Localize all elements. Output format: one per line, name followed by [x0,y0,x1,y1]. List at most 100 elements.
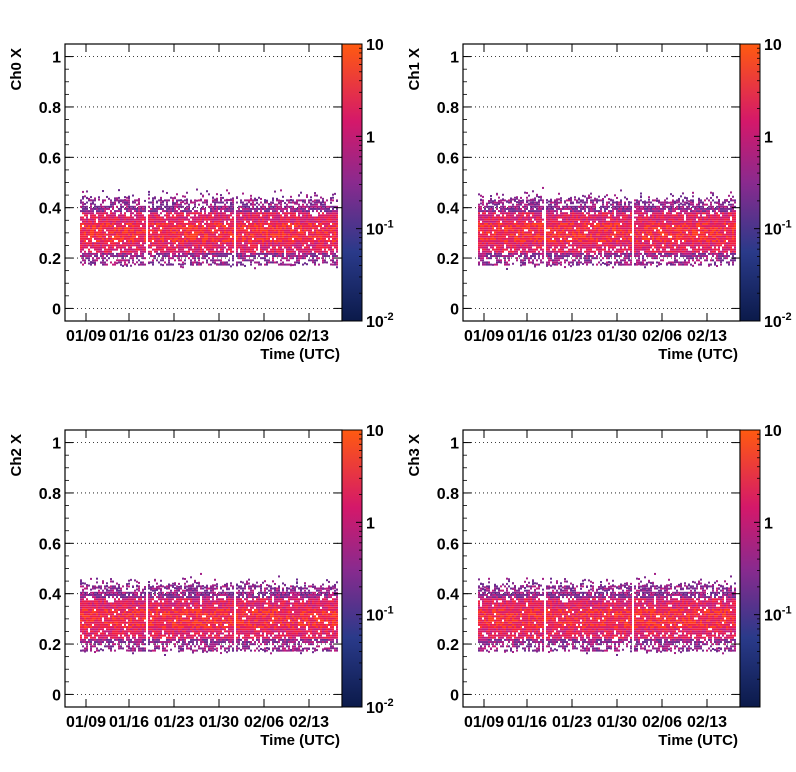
heatmap-cell [276,222,278,225]
heatmap-cell [274,244,276,247]
heatmap-cell [534,242,536,245]
heatmap-cell [492,220,494,223]
heatmap-cell [336,231,338,234]
heatmap-cell [498,201,500,204]
heatmap-cell [98,240,100,243]
heatmap-cell [516,222,518,225]
heatmap-cell [504,216,506,219]
heatmap-cell [482,259,484,262]
heatmap-cell [540,242,542,245]
heatmap-cell [194,252,196,255]
heatmap-cell [502,193,504,196]
heatmap-cell [232,220,234,223]
heatmap-cell [288,242,290,245]
heatmap-cell [548,248,550,251]
heatmap-cell [554,252,556,255]
heatmap-cell [252,205,254,208]
heatmap-cell [524,203,526,206]
heatmap-cell [212,196,214,199]
heatmap-cell [532,262,534,265]
heatmap-cell [222,255,224,258]
heatmap-cell [332,261,334,264]
heatmap-cell [514,242,516,245]
heatmap-cell [84,252,86,255]
heatmap-cell [304,207,306,210]
heatmap-cell [530,244,532,247]
heatmap-cell [214,212,216,215]
heatmap-cell [100,240,102,243]
heatmap-cell [492,210,494,213]
heatmap-cell [84,195,86,198]
heatmap-cell [482,250,484,253]
heatmap-cell [160,250,162,253]
heatmap-cell [486,252,488,255]
heatmap-cell [306,216,308,219]
heatmap-cell [166,210,168,213]
heatmap-cell [552,242,554,245]
heatmap-cell [102,261,104,264]
heatmap-cell [82,259,84,262]
heatmap-cell [232,229,234,232]
heatmap-cell [588,244,590,247]
heatmap-cell [94,262,96,265]
heatmap-cell [126,222,128,225]
heatmap-cell [170,248,172,251]
heatmap-cell [86,190,88,193]
heatmap-cell [502,216,504,219]
heatmap-cell [260,242,262,245]
heatmap-cell [328,216,330,219]
heatmap-cell [132,216,134,219]
heatmap-cell [174,250,176,253]
heatmap-cell [330,227,332,230]
heatmap-cell [574,225,576,228]
heatmap-cell [314,233,316,236]
heatmap-cell [572,242,574,245]
heatmap-cell [210,203,212,206]
heatmap-cell [194,235,196,238]
heatmap-cell [502,240,504,243]
heatmap-cell [530,235,532,238]
heatmap-cell [546,250,548,253]
heatmap-cell [494,199,496,202]
heatmap-cell [306,237,308,240]
heatmap-cell [226,214,228,217]
heatmap-cell [192,261,194,264]
heatmap-cell [568,205,570,208]
heatmap-cell [268,212,270,215]
heatmap-cell [328,225,330,228]
heatmap-cell [566,242,568,245]
heatmap-cell [242,210,244,213]
heatmap-cell [486,227,488,230]
heatmap-cell [488,244,490,247]
heatmap-cell [318,240,320,243]
heatmap-cell [480,255,482,258]
heatmap-cell [506,207,508,210]
heatmap-cell [556,227,558,230]
heatmap-cell [252,240,254,243]
heatmap-cell [188,237,190,240]
heatmap-cell [552,216,554,219]
heatmap-cell [108,248,110,251]
heatmap-cell [186,229,188,232]
heatmap-cell [500,248,502,251]
heatmap-cell [144,233,146,236]
heatmap-cell [272,207,274,210]
heatmap-cell [160,225,162,228]
heatmap-cell [326,240,328,243]
heatmap-cell [102,190,104,193]
heatmap-cell [240,220,242,223]
heatmap-cell [584,229,586,232]
heatmap-cell [280,222,282,225]
heatmap-cell [556,229,558,232]
heatmap-cell [522,212,524,215]
heatmap-cell [580,250,582,253]
heatmap-cell [80,248,82,251]
heatmap-cell [246,218,248,221]
heatmap-cell [272,246,274,249]
heatmap-cell [326,231,328,234]
heatmap-cell [170,237,172,240]
heatmap-cell [152,237,154,240]
heatmap-cell [286,252,288,255]
heatmap-cell [484,225,486,228]
heatmap-cell [132,212,134,215]
